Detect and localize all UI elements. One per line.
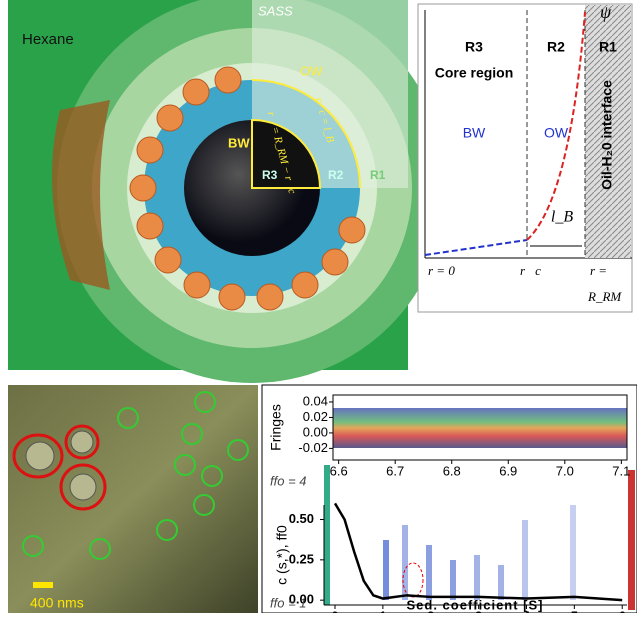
x-tick-label: 6.6 xyxy=(330,463,348,478)
y-tick-label: 0.04 xyxy=(303,393,328,408)
scale-bar xyxy=(33,582,53,588)
x-tick-label: 7.0 xyxy=(556,463,574,478)
y-tick-label: -0.02 xyxy=(298,440,328,455)
residuals xyxy=(333,408,627,448)
interface-label: Oil-H₂0 interface xyxy=(599,80,615,190)
x-axis-label: Sed. coefficient [S] xyxy=(406,597,543,612)
region-label: R3 xyxy=(262,168,278,182)
y-tick-label: 0.25 xyxy=(289,551,314,566)
ow: OW xyxy=(544,125,569,141)
y-tick-label: 0.02 xyxy=(303,409,328,424)
panel-b: ψ R3 R2 R1 Core region BW OW l_B Oil-H₂0… xyxy=(418,2,632,312)
bw: BW xyxy=(463,125,486,141)
note: ffo = 4 xyxy=(270,473,307,488)
micrograph xyxy=(8,385,258,613)
y-axis-label: c (s,*), ff0 xyxy=(274,525,290,585)
x-tick-label: 6.9 xyxy=(499,463,517,478)
x-tick-label: 6.7 xyxy=(386,463,404,478)
shell-label: SASS xyxy=(258,3,293,18)
scale-label: 400 nms xyxy=(30,595,84,611)
figure: Hexane SASS OW BW R3 R2 R1 r⃗ = R_RM − r… xyxy=(0,0,637,613)
x-tick-label: 6.8 xyxy=(443,463,461,478)
x-tick-label: 1 xyxy=(379,608,386,613)
x-tick-label: 5 xyxy=(571,608,578,613)
bw-label: BW xyxy=(228,135,250,150)
r-eq: r = xyxy=(590,263,607,278)
note: ffo = 1 xyxy=(270,595,307,610)
medium-label: Hexane xyxy=(22,31,74,48)
region-label: R2 xyxy=(328,168,344,182)
colorbar xyxy=(628,470,635,610)
colorbar xyxy=(324,465,330,605)
ow-label: OW xyxy=(300,63,323,78)
r0: r = 0 xyxy=(428,263,455,278)
panel-c: 400 nms xyxy=(8,385,258,613)
core-region: Core region xyxy=(435,65,514,81)
x-tick-label: 0 xyxy=(331,608,338,613)
x-tick-label: 7.1 xyxy=(612,463,630,478)
rrm: R_RM xyxy=(587,289,622,304)
region: R1 xyxy=(599,39,617,55)
rc: r⃗c xyxy=(520,263,541,278)
y-axis-label: Fringes xyxy=(268,404,284,451)
region-label: R1 xyxy=(370,168,386,182)
region: R3 xyxy=(465,39,483,55)
y-tick-label: 0.50 xyxy=(289,511,314,526)
psi: ψ xyxy=(600,2,612,22)
lb: l_B xyxy=(551,209,573,226)
panel-a: Hexane SASS OW BW R3 R2 R1 r⃗ = R_RM − r… xyxy=(8,0,447,383)
region: R2 xyxy=(547,39,565,55)
x-tick-label: 6 xyxy=(619,608,626,613)
y-tick-label: 0.00 xyxy=(303,424,328,439)
page: {"panel_a": {"medium": "Hexane", "shell"… xyxy=(0,0,637,613)
